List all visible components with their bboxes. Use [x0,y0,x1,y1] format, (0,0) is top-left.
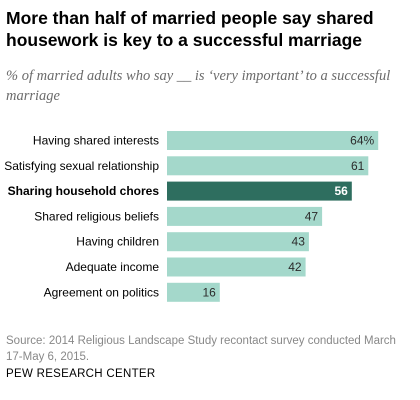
value-label-6: 16 [202,285,216,299]
category-label-1: Satisfying sexual relationship [4,159,159,173]
category-label-5: Adequate income [66,260,160,274]
chart-title: More than half of married people say sha… [6,8,374,50]
bar-4 [167,232,309,252]
value-label-3: 47 [305,209,319,223]
source-note: Source: 2014 Religious Landscape Study r… [6,335,396,363]
category-label-6: Agreement on politics [44,285,159,299]
value-label-4: 43 [292,235,306,249]
brand-name: PEW RESEARCH CENTER [6,368,156,380]
bar-chart: Having shared interests 64% Satisfying sex… [0,128,420,308]
bar-chart-svg: Having shared interests 64% Satisfying sex… [4,131,379,302]
category-label-4: Having children [76,235,159,249]
bar-1 [167,156,369,176]
category-label-3: Shared religious beliefs [34,209,159,223]
bar-0 [167,131,379,150]
bar-6 [167,282,220,302]
value-label-2: 56 [334,184,348,198]
bar-3 [167,206,323,226]
value-label-5: 42 [288,260,302,274]
category-label-0: Having shared interests [33,134,159,148]
value-label-1: 61 [351,159,365,173]
category-label-2: Sharing household chores [8,184,160,198]
chart-subtitle: % of married adults who say __ is ‘very … [6,68,391,104]
bar-2 [167,181,352,201]
bar-5 [167,257,306,277]
value-label-0: 64% [350,134,374,148]
